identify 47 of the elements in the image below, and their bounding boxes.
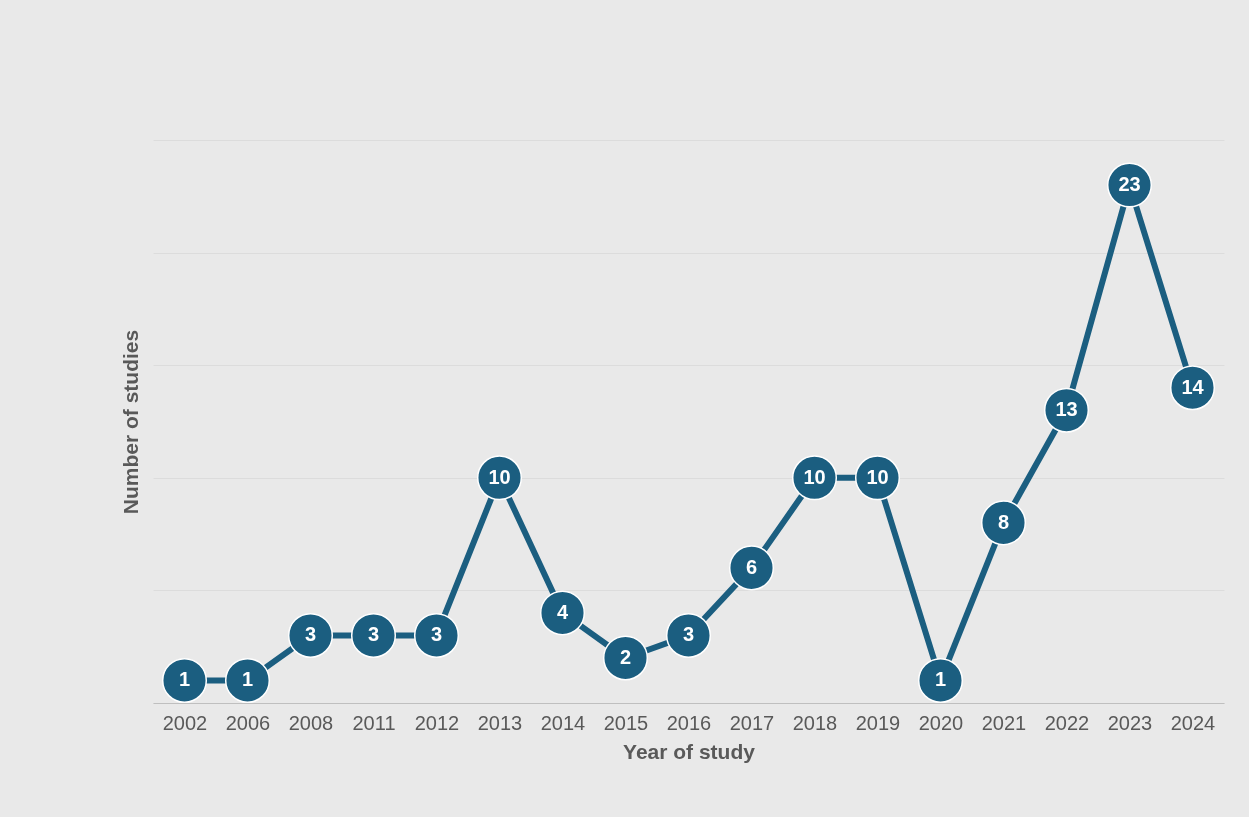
x-tick-label: 2006: [225, 711, 271, 734]
data-label: 14: [1181, 375, 1205, 398]
data-label: 10: [488, 465, 511, 488]
point: [728, 545, 775, 591]
x-tick-label: 2020: [918, 711, 964, 734]
point: [287, 612, 334, 658]
x-tick-label: 2012: [414, 711, 460, 734]
data-label: 2: [619, 645, 632, 668]
data-label: 23: [1118, 173, 1141, 196]
data-label: 1: [241, 668, 254, 691]
data-label: 8: [997, 510, 1010, 533]
data-label: 6: [745, 555, 758, 578]
data-label: 4: [556, 600, 569, 623]
data-label: 3: [682, 623, 695, 646]
data-label: 1: [178, 668, 191, 691]
point: [413, 612, 460, 658]
x-tick-label: 2014: [540, 711, 586, 734]
x-tick-label: 2022: [1044, 711, 1090, 734]
x-tick-label: 2008: [288, 711, 334, 734]
x-tick-label: 2011: [352, 711, 396, 734]
data-label: 3: [430, 623, 443, 646]
point: [980, 500, 1027, 546]
x-tick-label: 2015: [603, 711, 649, 734]
y-axis-title: Number of studies: [118, 329, 142, 515]
x-tick-label: 2021: [981, 711, 1027, 734]
point: [350, 612, 397, 658]
x-tick-label: 2024: [1170, 711, 1216, 734]
point: [602, 635, 649, 681]
data-label: 13: [1055, 398, 1078, 421]
data-label: 1: [934, 668, 947, 691]
data-label: 10: [866, 465, 889, 488]
data-label: 10: [803, 465, 826, 488]
x-tick-label: 2018: [792, 711, 838, 734]
x-axis-title: Year of study: [623, 739, 756, 763]
point: [665, 612, 712, 658]
point: [917, 657, 964, 703]
point: [224, 657, 271, 703]
point: [539, 590, 586, 636]
x-tick-label: 2019: [855, 711, 901, 734]
data-label: 3: [304, 623, 317, 646]
x-tick-label: 2002: [162, 711, 208, 734]
x-tick-label: 2013: [477, 711, 523, 734]
x-tick-label: 2023: [1107, 711, 1153, 734]
data-label: 3: [367, 623, 380, 646]
x-tick-label: 2017: [729, 711, 775, 734]
x-tick-label: 2016: [666, 711, 712, 734]
point: [161, 657, 208, 703]
